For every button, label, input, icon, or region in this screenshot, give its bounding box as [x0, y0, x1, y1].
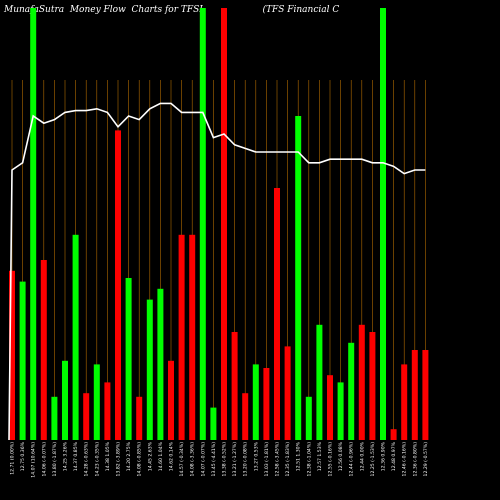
money-flow-bar — [380, 8, 386, 440]
money-flow-bar — [178, 234, 185, 440]
money-flow-bar — [189, 234, 196, 440]
x-tick-label: 12.36 0.90% — [381, 441, 387, 471]
x-tick-label: 12.29 (-0.57%) — [423, 442, 429, 477]
x-tick-label: 12.35 (-1.83%) — [285, 442, 291, 477]
money-flow-bar — [168, 360, 174, 440]
x-tick-label: 14.08 (-3.36%) — [190, 442, 196, 477]
x-tick-label: 12.48 0.97% — [391, 441, 397, 471]
x-tick-label: 14.60 1.04% — [158, 441, 164, 471]
money-flow-bar — [136, 396, 143, 440]
x-tick-label: 12.25 (-1.53%) — [370, 442, 376, 477]
money-flow-bar — [411, 350, 418, 440]
money-flow-bar — [62, 360, 68, 440]
x-tick-label: 14.37 0.85% — [73, 441, 79, 471]
x-tick-label: 14.45 2.63% — [147, 441, 153, 471]
money-flow-bar — [263, 368, 270, 440]
x-tick-label: 14.07 (-0.07%) — [200, 442, 206, 477]
x-tick-label: 12.71 (0.00%) — [10, 442, 16, 475]
money-flow-bar — [83, 393, 90, 440]
x-tick-label: 12.58 (-3.45%) — [275, 442, 281, 477]
x-tick-label: 13.21 (-1.27%) — [232, 442, 238, 477]
x-tick-label: 12.51 1.30% — [296, 441, 302, 471]
x-tick-label: 14.28 (-0.63%) — [84, 442, 90, 477]
money-flow-bar — [358, 324, 365, 440]
money-flow-bar — [231, 332, 238, 440]
money-flow-bar — [146, 299, 153, 440]
money-flow-bar — [72, 234, 79, 440]
x-tick-label: 12.57 1.53% — [317, 441, 323, 471]
money-flow-bar — [199, 8, 206, 440]
x-tick-label: 13.45 (-4.41%) — [211, 442, 217, 477]
money-flow-bar — [274, 188, 280, 440]
x-tick-label: 14.57 (-0.34%) — [179, 442, 185, 477]
money-flow-bar — [51, 396, 58, 440]
x-tick-label: 14.62 0.14% — [169, 441, 175, 471]
x-tick-label: 14.38 1.05% — [105, 441, 111, 471]
money-flow-bar — [369, 332, 376, 440]
money-flow-bar — [19, 281, 26, 440]
x-tick-label: 12.55 (-0.16%) — [328, 442, 334, 477]
x-tick-label: 12.56 0.08% — [338, 441, 344, 471]
money-flow-bar — [295, 116, 302, 440]
x-tick-label: 14.07 (10.64%) — [31, 442, 37, 478]
money-flow-bar — [348, 342, 355, 440]
x-tick-label: 13.20 (-0.08%) — [243, 442, 249, 477]
x-tick-label: 13.82 (-3.89%) — [116, 442, 122, 477]
money-flow-bar — [221, 8, 227, 440]
money-flow-bar — [157, 288, 164, 440]
money-flow-bars — [9, 8, 429, 440]
x-tick-label: 12.75 0.36% — [20, 441, 26, 471]
x-tick-label: 12.44 (-0.96%) — [349, 442, 355, 477]
x-tick-label: 14.06 (-0.07%) — [41, 442, 47, 477]
x-tick-labels: 12.71 (0.00%) 12.75 0.36% 14.07 (10.64%) 14… — [10, 441, 429, 477]
money-flow-bar — [401, 364, 408, 440]
x-tick-label: 14.08 (-0.85%) — [137, 442, 143, 477]
money-flow-bar — [104, 382, 111, 440]
money-flow-bar — [30, 8, 37, 440]
money-flow-bar — [284, 346, 291, 440]
x-tick-label: 14.20 2.75% — [126, 441, 132, 471]
money-flow-bar — [115, 130, 121, 440]
money-flow-bar — [305, 396, 312, 440]
money-flow-bar — [242, 393, 249, 440]
x-tick-label: 13.80 (-1.87%) — [52, 442, 58, 477]
x-tick-label: 12.38 (-1.04%) — [306, 442, 312, 477]
x-tick-label: 14.23 (-0.35%) — [94, 442, 100, 477]
money-flow-bar — [40, 260, 47, 440]
money-flow-bar — [125, 278, 132, 440]
money-flow-bar — [337, 382, 344, 440]
price-line — [8, 102, 426, 441]
money-flow-bar — [93, 364, 100, 440]
price-line-path — [8, 102, 426, 441]
x-tick-label: 14.25 3.26% — [63, 441, 69, 471]
money-flow-bar — [390, 429, 397, 440]
money-flow-bar — [327, 375, 333, 440]
x-tick-label: 12.46 (-0.16%) — [402, 442, 408, 477]
x-tick-label: 12.36 (-0.80%) — [412, 442, 418, 477]
x-tick-label: 13.03 (-1.81%) — [264, 442, 270, 477]
money-flow-bar — [316, 324, 323, 440]
money-flow-bar — [210, 407, 217, 440]
x-tick-label: 13.27 0.53% — [253, 441, 259, 471]
x-tick-label: 13.38 (-0.52%) — [222, 442, 228, 477]
x-tick-label: 12.44 0.00% — [359, 441, 365, 471]
money-flow-bar — [9, 270, 15, 440]
money-flow-bar — [252, 364, 259, 440]
money-flow-bar — [422, 350, 429, 440]
